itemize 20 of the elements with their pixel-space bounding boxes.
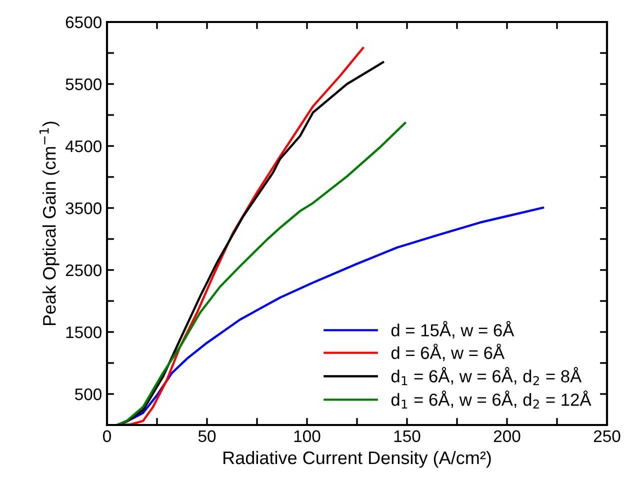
y-axis-title: Peak Optical Gain (cm$^{−1}$) <box>39 122 60 326</box>
legend-label: d$_{1}$ = 6Å, w = 6Å, d$_{2}$ = 12Å <box>391 390 592 409</box>
legend-label: d$_{1}$ = 6Å, w = 6Å, d$_{2}$ = 8Å <box>391 367 582 386</box>
y-tick-label: 5500 <box>66 78 102 90</box>
y-tick-label: 6500 <box>66 16 102 28</box>
y-tick-label: 3500 <box>66 202 102 214</box>
y-tick-label: 1500 <box>66 326 102 338</box>
x-tick-label: 100 <box>294 430 320 442</box>
legend-label: d = 6Å, w = 6Å <box>391 344 505 362</box>
x-axis-title: Radiative Current Density (A/cm²) <box>224 450 491 468</box>
x-tick-label: 0 <box>103 430 111 442</box>
x-tick-label: 150 <box>394 430 420 442</box>
x-tick-label: 250 <box>594 430 620 442</box>
y-tick-label: 2500 <box>66 264 102 276</box>
legend-label: d = 15Å, w = 6Å <box>391 321 514 338</box>
y-tick-label: 4500 <box>65 140 102 152</box>
line-series <box>116 122 406 425</box>
x-tick-label: 200 <box>494 430 520 442</box>
x-tick-label: 50 <box>198 430 216 442</box>
y-tick-label: 500 <box>75 388 102 400</box>
